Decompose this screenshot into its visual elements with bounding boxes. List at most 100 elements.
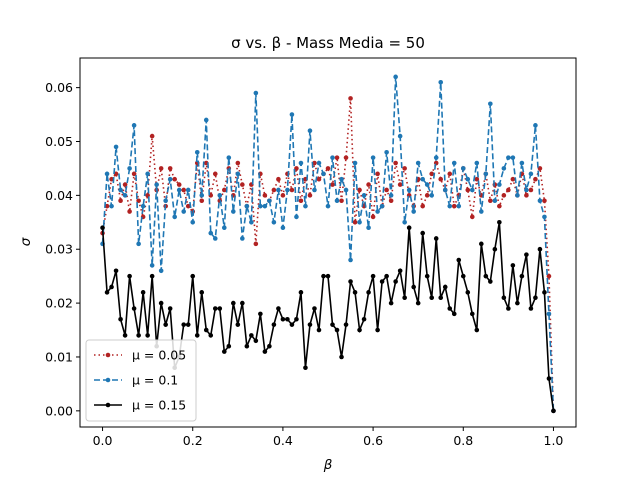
data-point — [118, 198, 123, 204]
data-point — [131, 306, 137, 311]
data-point — [533, 123, 538, 128]
data-point — [221, 225, 227, 230]
data-point — [271, 220, 277, 225]
data-point — [456, 257, 462, 263]
data-point — [451, 160, 457, 166]
y-tick-label: 0.05 — [45, 134, 73, 149]
data-point — [330, 322, 335, 327]
data-point — [199, 193, 205, 198]
data-point — [307, 193, 313, 198]
data-point — [298, 290, 304, 295]
data-point — [515, 193, 520, 198]
data-point — [149, 263, 155, 268]
data-point — [488, 101, 493, 107]
data-point — [361, 316, 367, 322]
data-point — [113, 268, 119, 274]
data-point — [515, 300, 520, 306]
data-point — [492, 198, 498, 204]
y-tick-label: 0.03 — [45, 242, 73, 257]
data-point — [384, 273, 389, 279]
data-point — [343, 187, 349, 193]
data-point — [104, 203, 110, 209]
data-point — [240, 300, 245, 306]
data-point — [104, 290, 110, 295]
data-point — [519, 273, 525, 279]
data-point — [447, 203, 453, 209]
data-point — [469, 311, 475, 317]
data-point — [357, 327, 362, 333]
series-line — [101, 98, 555, 411]
data-point — [104, 171, 110, 177]
data-point — [235, 160, 241, 166]
data-point — [397, 268, 403, 274]
data-point — [294, 214, 299, 220]
data-point — [303, 203, 308, 209]
x-tick-label: 0.6 — [363, 433, 383, 448]
data-point — [136, 333, 141, 338]
data-point — [118, 316, 123, 322]
legend-box — [85, 339, 197, 422]
data-point — [276, 176, 281, 182]
data-point — [212, 236, 218, 241]
data-point — [465, 290, 471, 295]
data-point — [244, 203, 250, 209]
data-point — [352, 160, 358, 166]
data-point — [361, 193, 367, 198]
data-point — [420, 176, 425, 182]
y-axis: 0.00 0.01 0.02 0.03 0.04 0.05 0.06 — [45, 80, 80, 418]
data-point — [280, 316, 286, 322]
x-axis: 0.0 0.2 0.4 0.6 0.8 1.0 — [93, 427, 564, 448]
data-point — [533, 176, 538, 182]
data-point — [158, 166, 164, 171]
data-point — [510, 263, 516, 268]
data-point — [384, 149, 389, 155]
data-point — [122, 182, 128, 187]
data-point — [393, 74, 398, 80]
data-point — [262, 349, 268, 354]
data-point — [149, 273, 155, 279]
data-point — [339, 198, 344, 204]
data-point — [208, 333, 214, 338]
data-point — [528, 187, 534, 193]
data-point — [231, 300, 236, 306]
data-point — [267, 343, 272, 349]
data-point — [199, 290, 205, 295]
data-point — [285, 187, 290, 193]
data-point — [433, 155, 439, 160]
data-point — [253, 338, 259, 344]
data-point — [542, 290, 547, 295]
data-point — [321, 171, 326, 177]
y-tick-label: 0.04 — [45, 188, 73, 203]
data-point — [307, 322, 313, 327]
data-point — [343, 322, 349, 327]
data-point — [163, 322, 168, 327]
data-point — [298, 160, 304, 166]
data-point — [483, 171, 489, 177]
data-point — [289, 112, 295, 117]
data-point — [235, 322, 241, 327]
data-point — [393, 279, 398, 284]
data-point — [451, 311, 457, 317]
x-tick-label: 1.0 — [544, 433, 564, 448]
data-point — [136, 198, 141, 204]
data-point — [357, 220, 362, 225]
data-point — [375, 209, 380, 214]
data-point — [406, 225, 412, 230]
data-point — [221, 187, 227, 193]
x-tick-label: 0.4 — [273, 433, 293, 448]
data-point — [298, 198, 304, 204]
data-point — [321, 273, 326, 279]
x-axis-label: β — [323, 457, 333, 473]
data-point — [501, 193, 507, 198]
data-point — [167, 166, 173, 171]
data-point — [519, 160, 525, 166]
data-point — [506, 306, 511, 311]
data-point — [271, 322, 277, 327]
data-point — [420, 230, 425, 236]
data-point — [348, 257, 353, 263]
data-point — [447, 306, 453, 311]
data-point — [212, 171, 218, 177]
data-point — [253, 90, 259, 96]
data-point — [199, 198, 205, 204]
data-point — [438, 176, 444, 182]
